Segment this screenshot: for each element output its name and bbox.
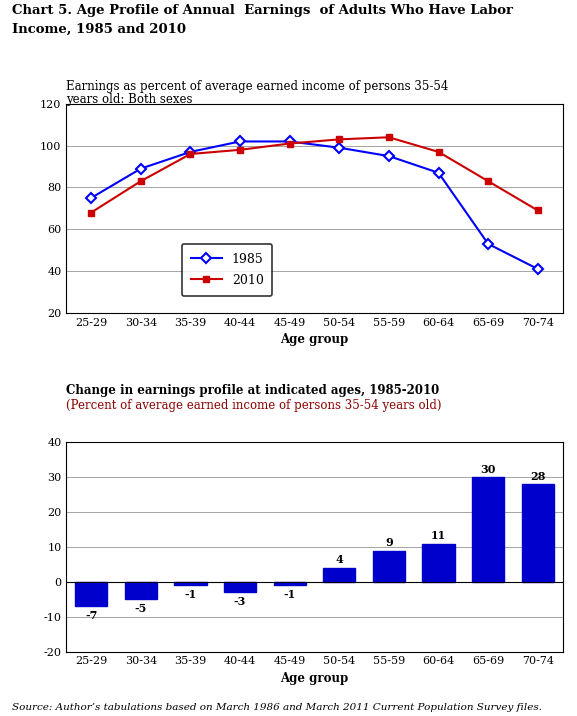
- 2010: [286, 139, 293, 147]
- 1985: [485, 240, 492, 248]
- Text: Earnings as percent of average earned income of persons 35-54: Earnings as percent of average earned in…: [66, 80, 449, 93]
- 2010: [336, 135, 343, 144]
- Line: 1985: 1985: [88, 138, 541, 273]
- Bar: [373, 551, 405, 582]
- 1985: [88, 193, 95, 202]
- Text: (Percent of average earned income of persons 35-54 years old): (Percent of average earned income of per…: [66, 399, 442, 412]
- Text: years old: Both sexes: years old: Both sexes: [66, 93, 193, 106]
- Bar: [323, 568, 355, 582]
- 1985: [137, 165, 144, 173]
- 2010: [534, 206, 541, 215]
- 2010: [237, 145, 243, 154]
- X-axis label: Age group: Age group: [280, 672, 349, 685]
- Text: 11: 11: [431, 530, 446, 541]
- Text: 30: 30: [481, 463, 496, 475]
- Bar: [472, 478, 504, 582]
- Text: -5: -5: [134, 603, 147, 614]
- X-axis label: Age group: Age group: [280, 333, 349, 347]
- Text: -1: -1: [184, 589, 197, 600]
- Bar: [422, 543, 455, 582]
- 2010: [187, 150, 194, 158]
- Text: Chart 5. Age Profile of Annual  Earnings  of Adults Who Have Labor: Chart 5. Age Profile of Annual Earnings …: [12, 4, 512, 16]
- Bar: [522, 484, 554, 582]
- Bar: [273, 582, 306, 586]
- 1985: [286, 137, 293, 146]
- Text: -1: -1: [283, 589, 296, 600]
- 1985: [435, 168, 442, 177]
- 1985: [237, 137, 243, 146]
- Bar: [75, 582, 107, 606]
- Text: 9: 9: [385, 537, 393, 548]
- Text: Change in earnings profile at indicated ages, 1985-2010: Change in earnings profile at indicated …: [66, 384, 440, 397]
- Text: -3: -3: [234, 596, 246, 607]
- 1985: [385, 152, 392, 160]
- Text: Source: Author’s tabulations based on March 1986 and March 2011 Current Populati: Source: Author’s tabulations based on Ma…: [12, 703, 542, 712]
- Text: 4: 4: [335, 554, 343, 565]
- Bar: [224, 582, 256, 592]
- 2010: [485, 177, 492, 185]
- Text: Income, 1985 and 2010: Income, 1985 and 2010: [12, 23, 186, 36]
- Text: -7: -7: [85, 610, 98, 621]
- Bar: [125, 582, 157, 599]
- 2010: [137, 177, 144, 185]
- 1985: [187, 147, 194, 156]
- 1985: [534, 265, 541, 274]
- Bar: [174, 582, 207, 586]
- 2010: [435, 147, 442, 156]
- Text: 28: 28: [530, 470, 545, 482]
- 1985: [336, 143, 343, 152]
- Legend: 1985, 2010: 1985, 2010: [182, 244, 272, 296]
- Line: 2010: 2010: [88, 134, 541, 216]
- 2010: [88, 208, 95, 217]
- 2010: [385, 133, 392, 142]
